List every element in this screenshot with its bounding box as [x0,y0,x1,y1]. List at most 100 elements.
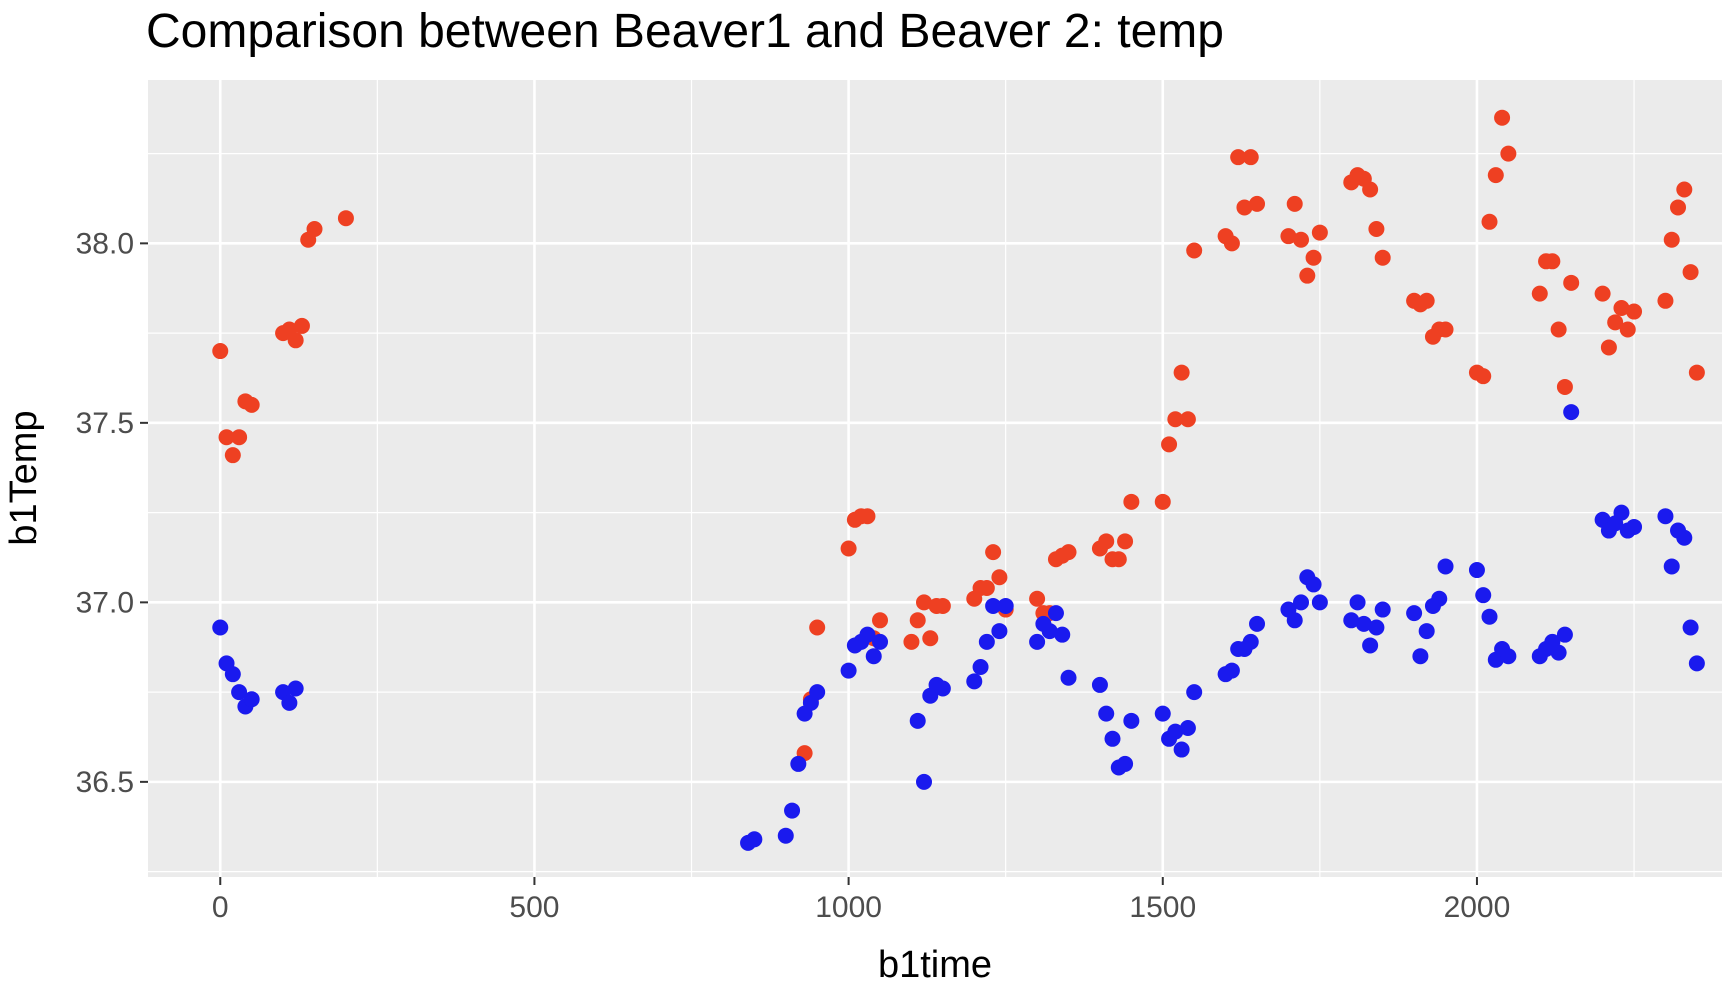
data-point [922,630,939,647]
data-point [1494,109,1511,126]
data-point [1154,705,1171,722]
data-point [934,680,951,697]
data-point [1676,181,1693,198]
data-point [212,343,229,360]
data-point [1544,253,1561,270]
data-point [1406,605,1423,622]
data-point [1550,644,1567,661]
data-point [1098,533,1115,550]
data-point [1663,231,1680,248]
data-point [1223,662,1240,679]
data-point [1060,544,1077,561]
data-point [1431,590,1448,607]
y-tick-label: 37.0 [76,586,134,619]
data-point [872,633,889,650]
data-point [1242,149,1259,166]
data-point [1663,558,1680,575]
data-point [985,597,1002,614]
data-point [1029,633,1046,650]
data-point [1311,224,1328,241]
data-point [1173,741,1190,758]
data-point [840,540,857,557]
data-point [903,633,920,650]
data-point [978,633,995,650]
plot-background [148,80,1722,877]
data-point [859,508,876,525]
data-point [1374,249,1391,266]
data-point [1110,551,1127,568]
data-point [1186,684,1203,701]
data-point [1613,299,1630,316]
data-point [1343,612,1360,629]
x-tick-label: 2000 [1444,891,1511,924]
data-point [1676,529,1693,546]
y-axis-ticks: 36.5 37.0 37.5 38.0 [76,227,148,799]
data-point [1311,594,1328,611]
data-point [1626,518,1643,535]
data-point [985,544,1002,561]
data-point [224,447,241,464]
data-point [1475,587,1492,604]
data-point [1223,235,1240,252]
data-point [1123,712,1140,729]
data-point [1179,411,1196,428]
y-axis-title: b1Temp [3,410,45,545]
data-point [337,210,354,227]
data-point [746,831,763,848]
data-point [1682,619,1699,636]
data-point [1481,608,1498,625]
data-point [1500,145,1517,162]
data-point [1437,321,1454,338]
data-point [966,673,983,690]
data-point [1280,228,1297,245]
data-point [212,619,229,636]
data-point [224,666,241,683]
data-point [1531,285,1548,302]
data-point [1293,594,1310,611]
data-point [934,597,951,614]
data-point [1186,242,1203,259]
y-tick-label: 37.5 [76,407,134,440]
data-point [1041,623,1058,640]
chart-title: Comparison between Beaver1 and Beaver 2:… [146,5,1224,58]
data-point [1688,655,1705,672]
data-point [909,612,926,629]
data-point [1242,633,1259,650]
data-point [1412,648,1429,665]
data-point [872,612,889,629]
data-point [1475,368,1492,385]
data-point [1117,755,1134,772]
data-point [1047,605,1064,622]
data-point [1349,594,1366,611]
data-point [1468,562,1485,579]
data-point [1550,321,1567,338]
x-tick-label: 500 [509,891,559,924]
data-point [1619,321,1636,338]
data-point [1091,676,1108,693]
minor-gridlines [148,80,1722,877]
data-point [1355,615,1372,632]
data-point [1161,436,1178,453]
data-point [1362,181,1379,198]
data-point [1500,648,1517,665]
data-point [1657,508,1674,525]
major-gridlines [148,80,1722,877]
data-point [1362,637,1379,654]
x-tick-label: 0 [212,891,229,924]
data-point [859,626,876,643]
data-point [1418,292,1435,309]
data-point [1368,619,1385,636]
data-point [287,332,304,349]
data-point [1236,199,1253,216]
data-point [1293,231,1310,248]
data-point [1249,615,1266,632]
data-point [1600,339,1617,356]
data-point [1481,213,1498,230]
data-point [1098,705,1115,722]
x-axis-ticks: 0 500 1000 1500 2000 [212,877,1510,924]
data-point [1054,626,1071,643]
data-point [1594,285,1611,302]
data-point [777,827,794,844]
data-point [909,712,926,729]
